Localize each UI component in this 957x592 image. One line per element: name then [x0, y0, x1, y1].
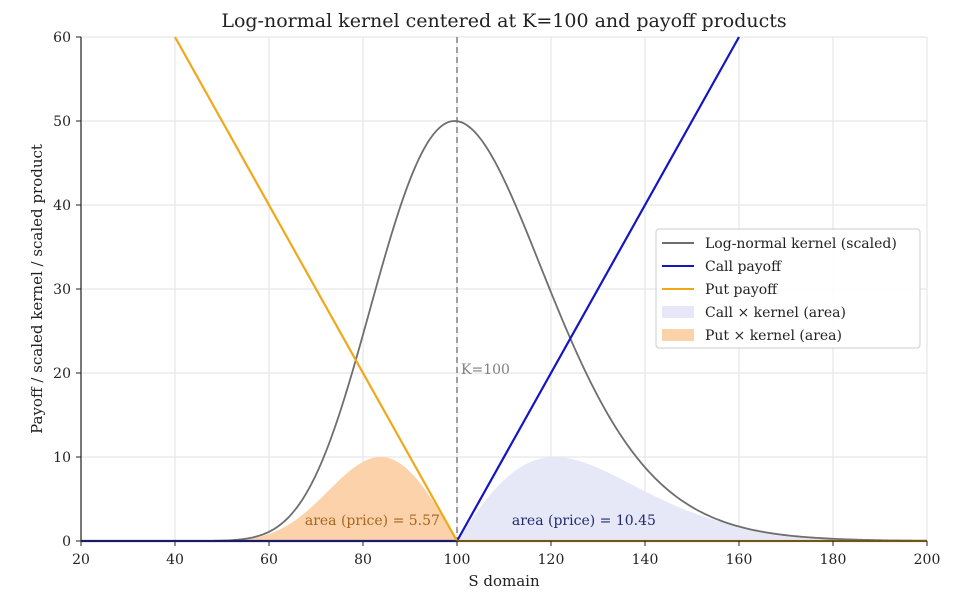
legend: Log-normal kernel (scaled) Call payoff Put… — [655, 228, 921, 349]
y-tick-label: 0 — [62, 534, 71, 550]
x-axis-label: S domain — [468, 572, 540, 590]
legend-label: Call × kernel (area) — [705, 305, 846, 321]
y-tick-label: 20 — [53, 366, 71, 382]
chart-title: Log-normal kernel centered at K=100 and … — [221, 10, 786, 32]
x-tick-label: 160 — [726, 552, 753, 568]
legend-swatch-patch — [662, 306, 694, 318]
x-tick-label: 20 — [72, 552, 90, 568]
x-tick-label: 60 — [260, 552, 278, 568]
x-tick-label: 180 — [820, 552, 847, 568]
call-kernel-area — [457, 457, 927, 541]
annotations: K=100 area (price) = 5.57 area (price) = 1… — [305, 362, 656, 529]
legend-swatch-patch — [662, 329, 694, 341]
y-axis-label: Payoff / scaled kernel / scaled product — [28, 144, 46, 434]
y-tick-label: 10 — [53, 450, 71, 466]
legend-label: Put × kernel (area) — [705, 328, 842, 344]
axes: 20 40 60 80 100 120 140 160 180 200 0 10 20 30 40 50 60 — [53, 30, 940, 568]
x-tick-label: 200 — [914, 552, 941, 568]
x-tick-label: 140 — [632, 552, 659, 568]
x-tick-label: 40 — [166, 552, 184, 568]
x-tick-label: 100 — [444, 552, 471, 568]
put-area-annotation: area (price) = 5.57 — [305, 513, 440, 529]
areas — [128, 457, 927, 541]
y-tick-label: 50 — [53, 114, 71, 130]
x-tick-label: 120 — [538, 552, 565, 568]
y-tick-label: 60 — [53, 30, 71, 46]
legend-box — [655, 228, 921, 349]
x-tick-label: 80 — [354, 552, 372, 568]
legend-label: Call payoff — [705, 259, 782, 275]
call-area-annotation: area (price) = 10.45 — [512, 513, 656, 529]
legend-label: Log-normal kernel (scaled) — [705, 236, 897, 252]
y-tick-label: 40 — [53, 198, 71, 214]
y-tick-label: 30 — [53, 282, 71, 298]
put-kernel-area — [128, 457, 457, 541]
strike-label: K=100 — [461, 362, 510, 378]
legend-label: Put payoff — [705, 282, 778, 298]
